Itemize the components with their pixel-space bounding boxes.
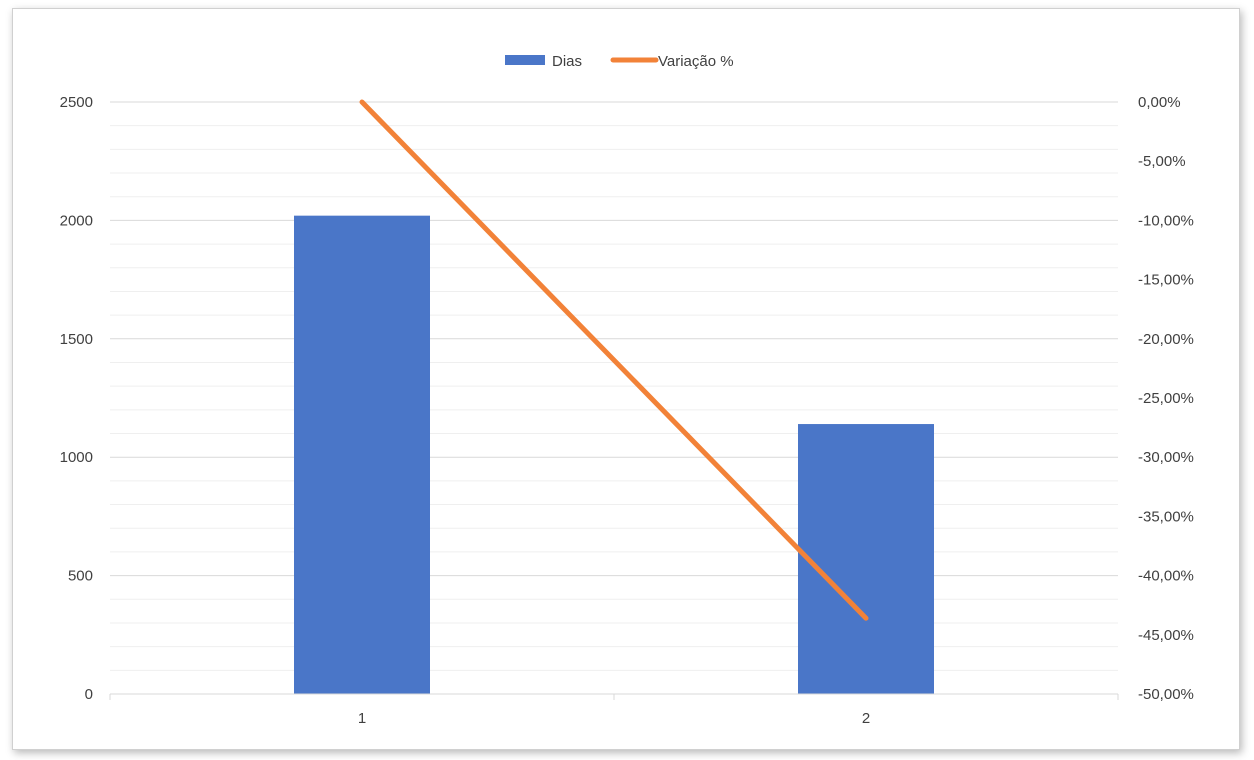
gridlines (110, 101, 1118, 671)
y-right-tick-label: -25,00% (1138, 390, 1194, 407)
y-right-tick-label: -10,00% (1138, 212, 1194, 229)
legend-label-dias: Dias (552, 53, 582, 70)
y-right-tick-label: -50,00% (1138, 686, 1194, 703)
line-variacao (359, 99, 869, 621)
legend-swatch-dias (505, 55, 545, 65)
left-y-axis: 0 500 1000 1500 2000 2500 (60, 94, 93, 703)
bar-2 (798, 424, 934, 694)
chart-frame (12, 8, 1240, 750)
y-left-tick-label: 0 (85, 686, 93, 703)
y-left-tick-label: 1500 (60, 331, 93, 348)
right-y-axis: 0,00% -5,00% -10,00% -15,00% -20,00% -25,00% -… (1138, 94, 1194, 703)
legend: Dias Variação % (505, 53, 734, 70)
y-right-tick-label: 0,00% (1138, 94, 1181, 111)
y-right-tick-label: -5,00% (1138, 153, 1186, 170)
y-right-tick-label: -30,00% (1138, 449, 1194, 466)
bar-series (294, 215, 934, 694)
y-left-tick-label: 2500 (60, 94, 93, 111)
y-left-tick-label: 1000 (60, 449, 93, 466)
y-right-tick-label: -45,00% (1138, 627, 1194, 644)
y-right-tick-label: -35,00% (1138, 508, 1194, 525)
line-series (359, 99, 869, 621)
y-left-tick-label: 500 (68, 568, 93, 585)
bar-1 (294, 215, 430, 694)
x-tick-label: 1 (358, 710, 366, 727)
x-tick-label: 2 (862, 710, 870, 727)
x-axis (109, 693, 1119, 700)
legend-label-variacao: Variação % (658, 53, 734, 70)
y-right-tick-label: -15,00% (1138, 272, 1194, 289)
y-left-tick-label: 2000 (60, 212, 93, 229)
y-right-tick-label: -20,00% (1138, 331, 1194, 348)
y-right-tick-label: -40,00% (1138, 568, 1194, 585)
